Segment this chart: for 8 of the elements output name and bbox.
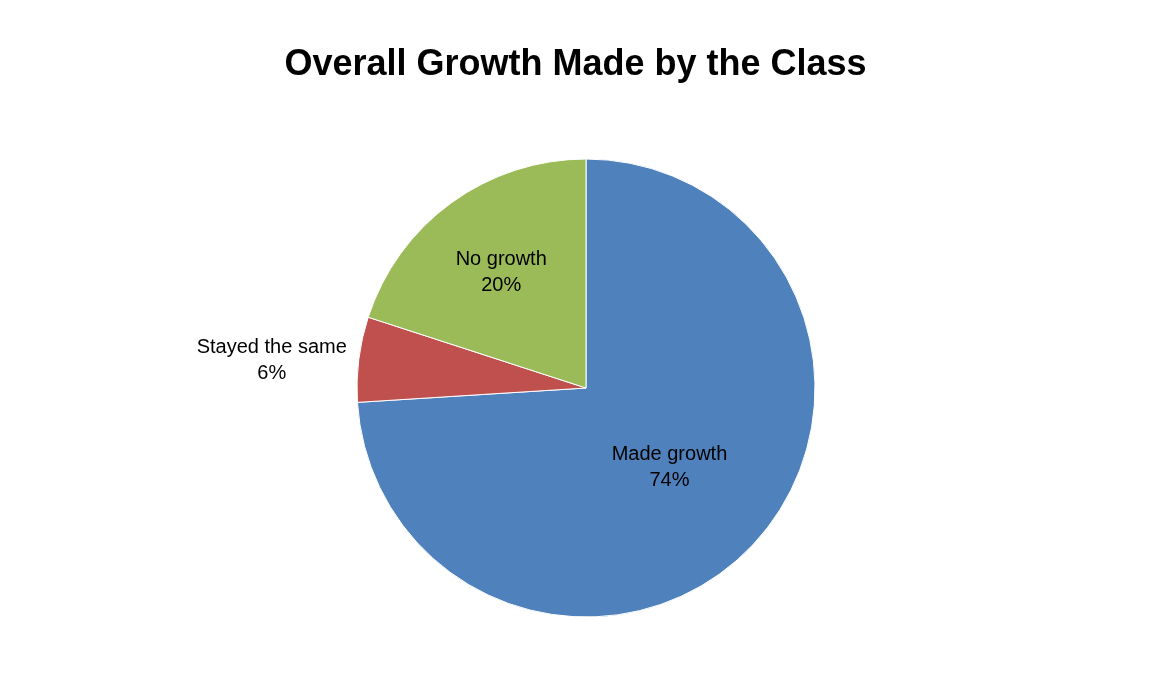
slice-label: No growth [455,247,547,270]
slice-label: Made growth [611,442,728,465]
data-label: 74% [649,468,690,491]
data-label: 6% [257,360,287,383]
slice-label: Stayed the same [196,334,347,357]
chart-title: Overall Growth Made by the Class [284,41,867,83]
pie-slice [356,158,816,618]
data-label: 20% [481,273,522,296]
